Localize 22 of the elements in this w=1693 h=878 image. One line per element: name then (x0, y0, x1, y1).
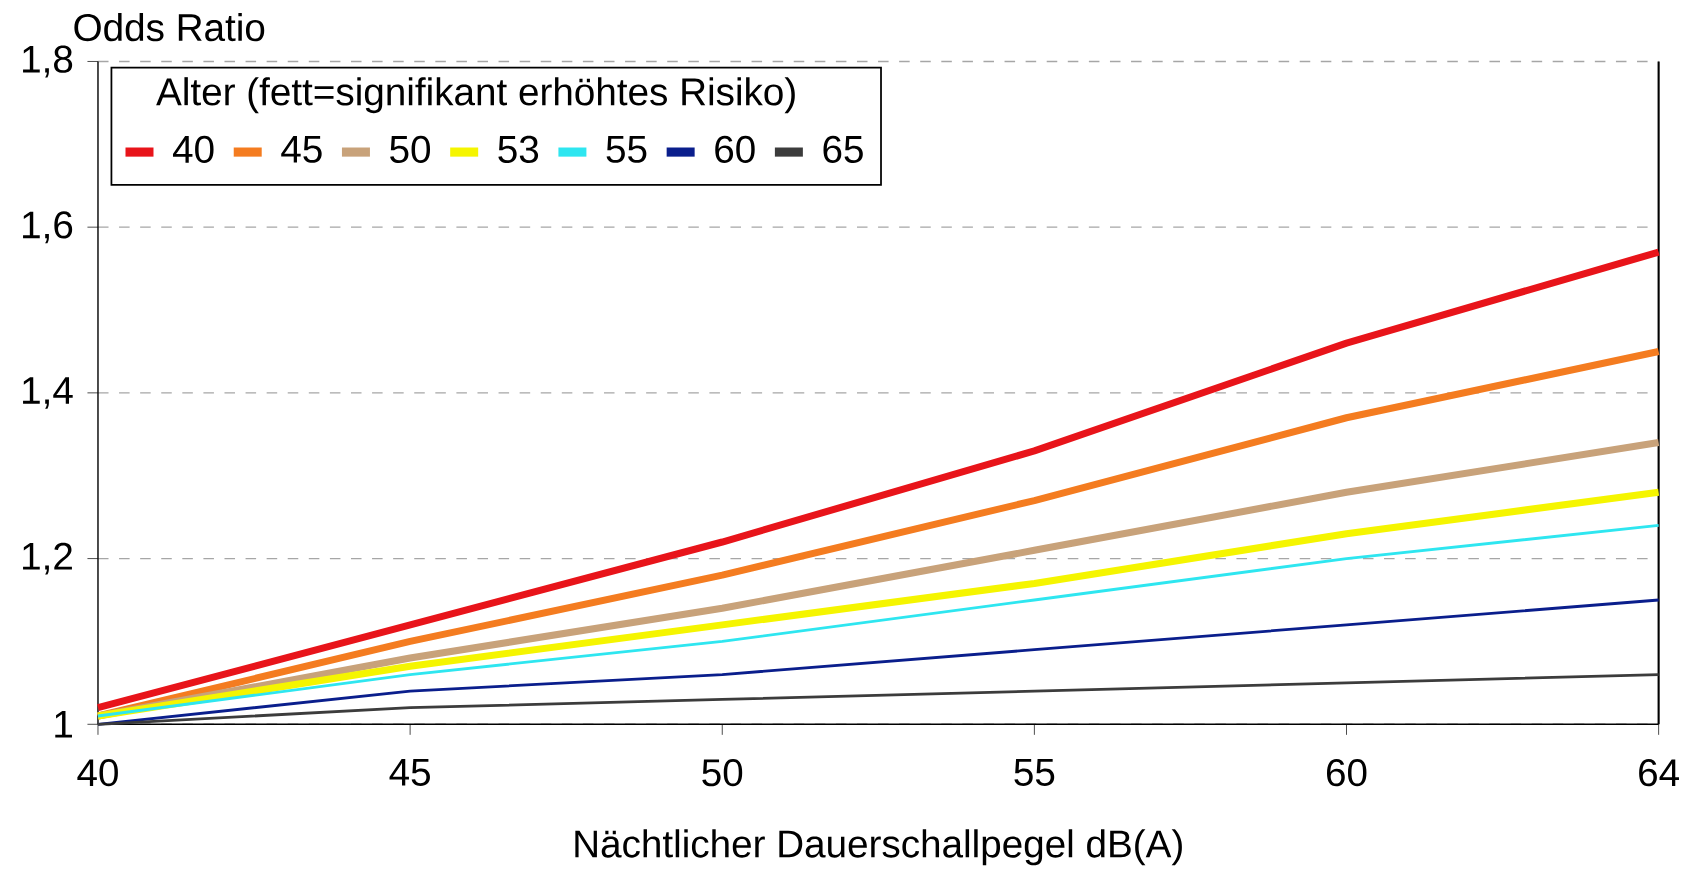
y-axis-title: Odds Ratio (74, 12, 265, 42)
legend-label: 40 (172, 135, 214, 163)
x-tick-label: 55 (1014, 758, 1055, 786)
x-tick-label: 64 (1639, 758, 1679, 787)
x-tick-label: 60 (1326, 758, 1367, 787)
x-tick-label: 45 (389, 758, 430, 786)
x-tick-label: 50 (702, 758, 743, 787)
y-tick-label: 1,6 (23, 211, 73, 244)
x-axis-title: Nächtlicher Dauerschallpegel dB(A) (575, 829, 1182, 866)
legend-label: 60 (715, 135, 755, 163)
line-series (96, 523, 1661, 718)
x-tick-label: 40 (77, 758, 118, 787)
legend-title: Alter (fett=signifikant erhöhtes Risiko) (156, 77, 795, 114)
y-tick-label: 1,4 (23, 377, 73, 409)
legend-label: 45 (281, 135, 322, 163)
legend-label: 55 (606, 135, 647, 163)
legend-label: 53 (498, 135, 539, 163)
y-tick-label: 1 (55, 710, 72, 738)
y-tick-label: 1,2 (23, 542, 72, 575)
legend-label: 50 (390, 135, 431, 163)
y-tick-label: 1,8 (23, 45, 73, 78)
legend-label: 65 (823, 135, 863, 163)
